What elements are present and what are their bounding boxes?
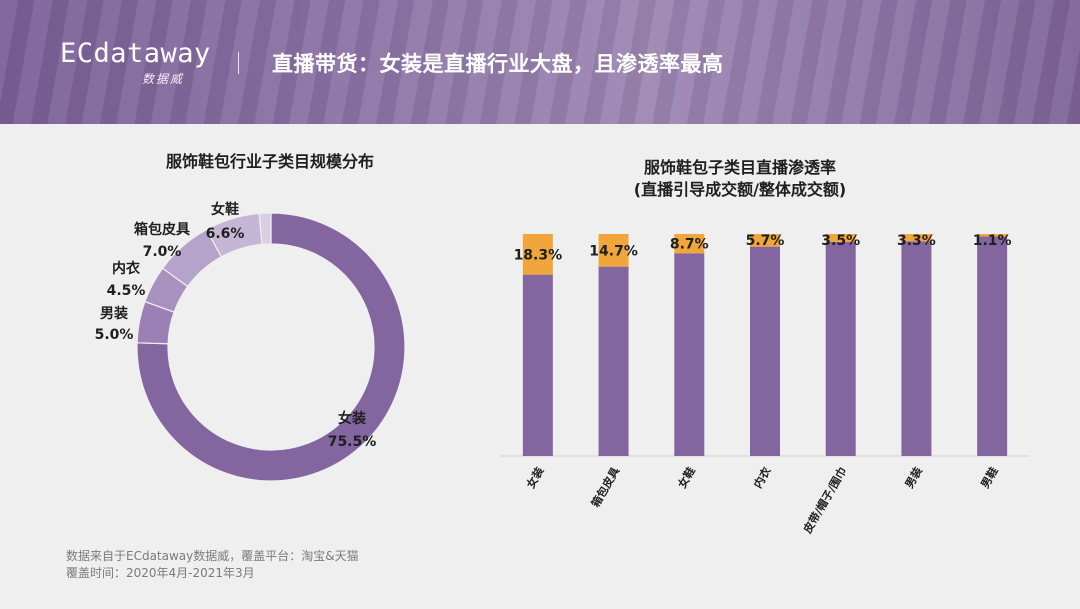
bar-penetration (977, 234, 1008, 237)
bar-value-label: 5.7% (746, 233, 785, 249)
bar-value-label: 3.3% (897, 233, 936, 249)
donut-value-label: 7.0% (143, 244, 182, 260)
bar-value-label: 14.7% (589, 243, 638, 259)
donut-value-label: 5.0% (95, 327, 134, 343)
x-tick-label: 男装 (902, 465, 925, 491)
donut-label: 男装 (100, 305, 129, 322)
footer-source: 数据来自于ECdataway数据威，覆盖平台：淘宝&天猫 (66, 549, 359, 563)
x-tick-label: 内衣 (750, 464, 774, 491)
header-banner: ECdataway 数据威 直播带货：女装是直播行业大盘，且渗透率最高 (0, 0, 1080, 124)
x-tick-label: 男鞋 (978, 465, 1001, 491)
x-tick-label: 女鞋 (675, 465, 698, 491)
logo-subtext: 数据威 (142, 72, 185, 86)
bar-penetration (825, 234, 856, 242)
donut-value-label: 75.5% (328, 434, 377, 450)
bar-remainder (977, 236, 1008, 456)
bar-penetration (522, 234, 553, 275)
donut-slice-other (258, 212, 272, 246)
donut-label: 女装 (338, 410, 367, 427)
page-title: 直播带货：女装是直播行业大盘，且渗透率最高 (272, 52, 724, 76)
logo-text: ECdataway (60, 38, 211, 69)
header-divider (238, 52, 239, 74)
bar-penetration (674, 234, 705, 254)
bar-remainder (674, 253, 705, 456)
donut-chart: 女装 75.5% 男装 5.0% 内衣 4.5% 箱包皮具 7.0% 女鞋 6.6% (95, 201, 406, 482)
bar-remainder (750, 246, 780, 456)
bar-penetration (901, 234, 932, 242)
bar-value-label: 8.7% (670, 237, 709, 253)
header-background-texture (0, 0, 1080, 124)
donut-value-label: 4.5% (107, 283, 146, 299)
bar-penetration (750, 234, 780, 247)
bar-value-label: 3.5% (821, 233, 860, 249)
bar-remainder (901, 241, 932, 456)
donut-slice-女装 (136, 212, 406, 482)
bar-penetration (598, 234, 629, 267)
bar-chart: 18.3% 女装 14.7% 箱包皮具 8.7% 女鞋 5.7% 内衣 3.5% 皮带/帽子/围巾… (500, 233, 1030, 536)
donut-chart-title: 服饰鞋包行业子类目规模分布 (165, 152, 374, 171)
x-tick-label: 皮带/帽子/围巾 (800, 465, 850, 537)
x-tick-label: 女装 (523, 465, 546, 491)
bar-remainder (825, 241, 856, 456)
bar-chart-title: 服饰鞋包子类目直播渗透率 (643, 158, 836, 177)
bar-remainder (598, 266, 629, 456)
donut-value-label: 6.6% (206, 226, 245, 242)
donut-label: 女鞋 (211, 201, 239, 218)
donut-label: 箱包皮具 (134, 221, 190, 238)
bar-value-label: 1.1% (973, 233, 1012, 249)
x-tick-label: 箱包皮具 (588, 465, 622, 510)
bar-remainder (522, 274, 553, 456)
footer-period: 覆盖时间：2020年4月-2021年3月 (66, 566, 255, 580)
bar-value-label: 18.3% (514, 247, 563, 263)
bar-chart-subtitle: (直播引导成交额/整体成交额) (633, 180, 847, 199)
donut-label: 内衣 (112, 260, 141, 277)
